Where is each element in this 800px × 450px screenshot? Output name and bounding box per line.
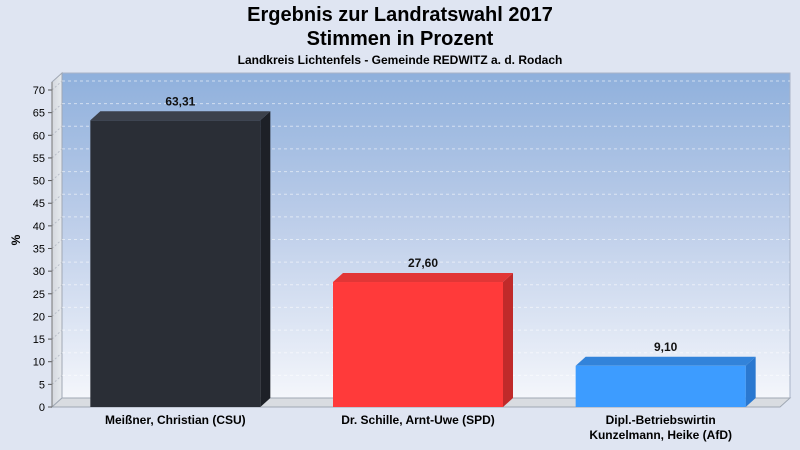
y-tick-label: 45 [33,198,45,210]
x-tick-label-line: Dr. Schille, Arnt-Uwe (SPD) [341,413,495,427]
bar-side [260,111,271,407]
x-tick-label-line: Dipl.-Betriebswirtin [605,413,716,427]
bar-side [745,356,756,407]
x-tick-label: Dipl.-Betriebswirtin Kunzelmann, Heike (A… [561,413,761,443]
y-tick-label: 5 [39,379,45,391]
y-tick-label: 0 [39,402,45,414]
y-tick-label: 35 [33,244,45,256]
plot-left-wall [51,71,63,409]
y-tick-label: 25 [33,289,45,301]
x-tick-label: Meißner, Christian (CSU) [75,413,275,428]
bar [575,365,746,407]
chart-region-subtitle: Landkreis Lichtenfels - Gemeinde REDWITZ… [237,53,563,67]
y-tick-label: 10 [33,357,45,369]
chart-title: Ergebnis zur Landratswahl 2017 [247,4,553,26]
y-tick-label: 55 [33,153,45,165]
data-label: 63,31 [165,94,195,108]
bar-top [575,356,756,366]
y-tick-label: 30 [33,266,45,278]
data-label: 27,60 [408,256,438,270]
y-tick-label: 20 [33,311,45,323]
chart-subtitle: Stimmen in Prozent [306,28,494,50]
bar-top [333,273,513,283]
y-tick-label: 15 [33,334,45,346]
x-tick-label-line: Meißner, Christian (CSU) [104,413,246,427]
bar-top [90,111,271,121]
bar [90,120,261,407]
y-tick-label: 65 [33,108,45,120]
bar [333,282,503,407]
y-tick-label: 40 [33,221,45,233]
y-tick-label: 50 [33,176,45,188]
y-tick-label: 70 [33,85,45,97]
y-axis-label: % [9,234,23,245]
x-tick-label-line: Kunzelmann, Heike (AfD) [589,428,732,442]
x-tick-label: Dr. Schille, Arnt-Uwe (SPD) [318,413,518,428]
data-label: 9,10 [654,340,678,354]
y-tick-label: 60 [33,130,45,142]
bar-side [503,273,513,407]
